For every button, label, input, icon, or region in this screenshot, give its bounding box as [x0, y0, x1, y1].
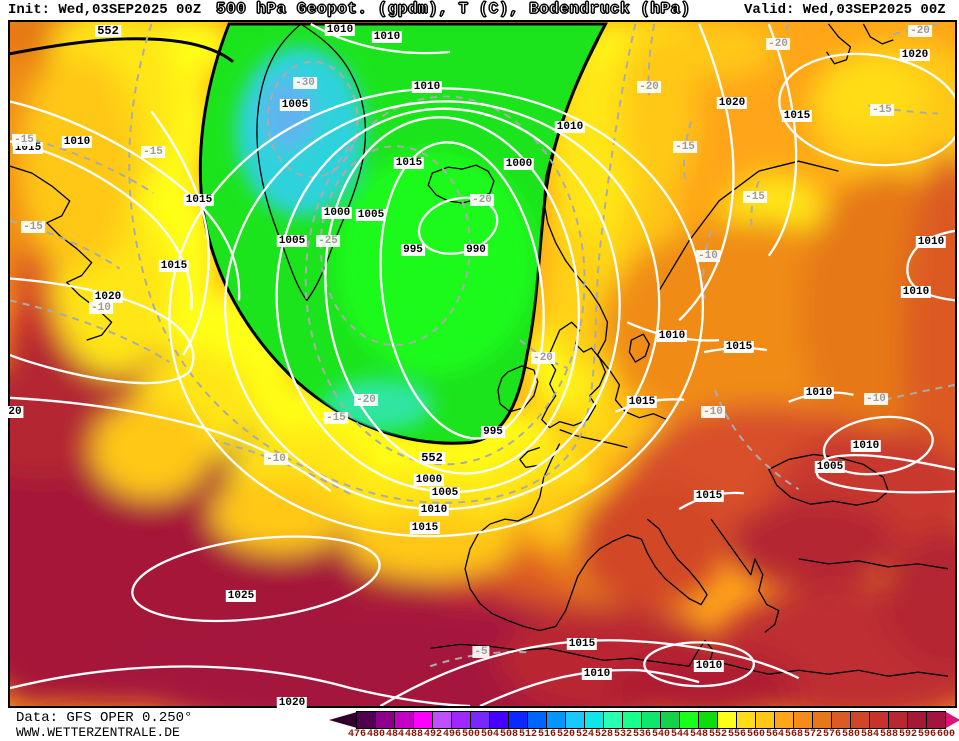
colorbar-swatch	[774, 711, 794, 729]
colorbar-tick: 536	[632, 729, 652, 740]
colorbar-tick: 480	[366, 729, 386, 740]
colorbar-swatch	[926, 711, 946, 729]
colorbar-tick: 564	[765, 729, 785, 740]
colorbar-swatch	[812, 711, 832, 729]
colorbar-swatch	[527, 711, 547, 729]
geopotential-552-contour	[10, 37, 234, 63]
colorbar-swatch	[356, 711, 376, 729]
data-source-label: Data: GFS OPER 0.250°	[16, 710, 193, 726]
map-canvas	[8, 20, 957, 708]
colorbar-swatch	[375, 711, 395, 729]
colorbar-tick: 524	[575, 729, 595, 740]
colorbar-tick: 576	[822, 729, 842, 740]
colorbar-tick: 496	[442, 729, 462, 740]
valid-time-label: Valid: Wed,03SEP2025 00Z	[744, 2, 946, 18]
colorbar-swatch	[489, 711, 509, 729]
colorbar-tick: 492	[423, 729, 443, 740]
colorbar-ticks: 476 480 484 488 492 496 500 504 508 512 516 520 524 5…	[329, 729, 959, 741]
colorbar-swatch	[888, 711, 908, 729]
colorbar-swatch	[508, 711, 528, 729]
colorbar-swatches	[329, 711, 959, 729]
colorbar-swatch	[470, 711, 490, 729]
colorbar-swatch	[603, 711, 623, 729]
footer-bar: Data: GFS OPER 0.250° WWW.WETTERZENTRALE…	[0, 708, 959, 741]
colorbar-swatch	[565, 711, 585, 729]
map-title: 500 hPa Geopot. (gpdm), T (C), Bodendruc…	[216, 0, 691, 19]
map-svg	[10, 22, 955, 706]
coastlines	[10, 23, 949, 677]
colorbar-swatch	[394, 711, 414, 729]
pressure-isobars	[10, 22, 955, 706]
colorbar-tick: 516	[537, 729, 557, 740]
colorbar-tick: 520	[556, 729, 576, 740]
colorbar-tick: 572	[803, 729, 823, 740]
colorbar-tick: 588	[879, 729, 899, 740]
colorbar-swatch	[869, 711, 889, 729]
colorbar-tick: 484	[385, 729, 405, 740]
colorbar-swatch	[831, 711, 851, 729]
colorbar-swatch	[679, 711, 699, 729]
colorbar-tick: 560	[746, 729, 766, 740]
colorbar-tick: 528	[594, 729, 614, 740]
colorbar-tick: 512	[518, 729, 538, 740]
colorbar-tick: 508	[499, 729, 519, 740]
colorbar-tick: 592	[898, 729, 918, 740]
colorbar-swatch	[736, 711, 756, 729]
colorbar-tick: 552	[708, 729, 728, 740]
colorbar-tick: 600	[936, 729, 956, 740]
colorbar-tick: 540	[651, 729, 671, 740]
colorbar-swatch	[584, 711, 604, 729]
colorbar-swatch	[546, 711, 566, 729]
colorbar-tick: 548	[689, 729, 709, 740]
colorbar-underflow-arrow	[329, 712, 357, 728]
colorbar-tick: 556	[727, 729, 747, 740]
colorbar-tick: 568	[784, 729, 804, 740]
header-bar: Init: Wed,03SEP2025 00Z 500 hPa Geopot. …	[0, 0, 959, 20]
colorbar-swatch	[641, 711, 661, 729]
geopotential-colorbar: 476 480 484 488 492 496 500 504 508 512 516 520 524 5…	[329, 711, 959, 741]
colorbar-swatch	[907, 711, 927, 729]
colorbar-tick: 596	[917, 729, 937, 740]
colorbar-tick: 584	[860, 729, 880, 740]
colorbar-overflow-arrow	[946, 712, 959, 728]
colorbar-swatch	[451, 711, 471, 729]
website-label: WWW.WETTERZENTRALE.DE	[16, 725, 180, 740]
colorbar-tick: 580	[841, 729, 861, 740]
colorbar-tick: 504	[480, 729, 500, 740]
colorbar-tick: 532	[613, 729, 633, 740]
colorbar-tick: 488	[404, 729, 424, 740]
colorbar-swatch	[622, 711, 642, 729]
colorbar-swatch	[793, 711, 813, 729]
init-time-label: Init: Wed,03SEP2025 00Z	[8, 2, 202, 18]
colorbar-swatch	[432, 711, 452, 729]
colorbar-swatch	[850, 711, 870, 729]
colorbar-swatch	[717, 711, 737, 729]
colorbar-tick: 476	[347, 729, 367, 740]
colorbar-tick: 500	[461, 729, 481, 740]
colorbar-swatch	[755, 711, 775, 729]
colorbar-swatch	[413, 711, 433, 729]
colorbar-swatch	[698, 711, 718, 729]
colorbar-swatch	[660, 711, 680, 729]
colorbar-tick: 544	[670, 729, 690, 740]
